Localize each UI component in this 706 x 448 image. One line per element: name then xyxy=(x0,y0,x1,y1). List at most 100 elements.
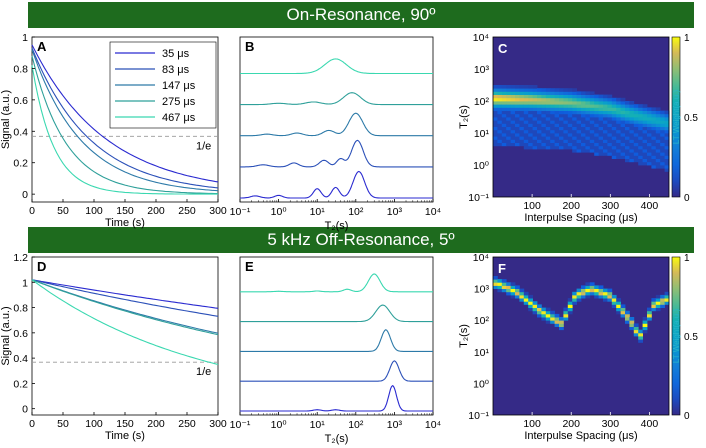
heatmap-cell xyxy=(510,113,516,118)
heatmap-cell xyxy=(554,123,560,127)
x-axis-label: Interpulse Spacing (μs) xyxy=(524,212,637,224)
heatmap-cell xyxy=(638,136,643,140)
heatmap-cell xyxy=(559,142,564,147)
heatmap-cell xyxy=(589,104,595,108)
heatmap-cell xyxy=(625,136,630,140)
heatmap-cell xyxy=(638,126,643,131)
heatmap-cell xyxy=(537,91,542,95)
heatmap-cell xyxy=(638,104,643,108)
heatmap-cell xyxy=(545,145,551,150)
heatmap-cell xyxy=(537,142,542,147)
x-tick-label: 10² xyxy=(348,419,364,431)
heatmap-cell xyxy=(532,88,538,92)
heatmap-cell xyxy=(515,129,520,134)
x-axis-label: Time (s) xyxy=(105,430,145,442)
heatmap-cell xyxy=(647,145,652,150)
y-tick-label: 10³ xyxy=(474,64,490,76)
heatmap-cell xyxy=(647,113,652,118)
panel-letter: C xyxy=(498,41,508,56)
heatmap-cell xyxy=(545,113,551,118)
x-tick-label: 50 xyxy=(57,205,69,217)
heatmap-cell xyxy=(603,152,608,156)
heatmap-cell xyxy=(515,85,520,89)
heatmap-cell xyxy=(655,149,661,153)
heatmap-cell xyxy=(497,288,503,293)
heatmap-cell xyxy=(594,149,599,153)
heatmap-cell xyxy=(616,298,621,302)
heatmap-cell xyxy=(611,129,617,134)
heatmap-cell xyxy=(567,88,573,92)
heatmap-cell xyxy=(581,149,586,153)
heatmap-cell xyxy=(642,323,648,327)
heatmap-cell xyxy=(625,110,630,115)
plot-frame xyxy=(492,36,670,198)
heatmap-cell xyxy=(594,145,599,150)
heatmap-cell xyxy=(655,158,661,163)
heatmap-cell xyxy=(510,129,516,134)
heatmap-cell xyxy=(497,120,503,124)
heatmap-cell xyxy=(638,149,643,153)
heatmap-cell xyxy=(567,129,573,134)
heatmap-cell xyxy=(647,107,652,111)
heatmap-cell xyxy=(638,332,643,337)
heatmap-cell xyxy=(515,123,520,127)
heatmap-cell xyxy=(510,88,516,92)
heatmap-cell xyxy=(576,139,582,143)
heatmap-cell xyxy=(532,126,538,131)
heatmap-cell xyxy=(642,158,648,163)
heatmap-cell xyxy=(651,142,657,147)
heatmap-cell xyxy=(620,126,626,131)
heatmap-cell xyxy=(523,123,529,127)
heatmap-cell xyxy=(528,142,533,147)
heatmap-cell xyxy=(567,123,573,127)
heatmap-cell xyxy=(651,149,657,153)
x-tick-label: 10⁻¹ xyxy=(230,419,251,431)
heatmap-cell xyxy=(629,326,635,331)
heatmap-cell xyxy=(563,133,569,137)
heatmap-cell xyxy=(607,294,613,299)
heatmap-cell xyxy=(655,145,661,150)
heatmap-cell xyxy=(638,142,643,147)
heatmap-cell xyxy=(585,139,591,143)
heatmap-cell xyxy=(633,332,639,337)
heatmap-cell xyxy=(563,142,569,147)
heatmap-cell xyxy=(537,129,542,134)
heatmap-cell xyxy=(567,307,573,312)
x-tick-label: 10⁴ xyxy=(425,206,441,218)
heatmap-cell xyxy=(523,133,529,137)
heatmap-cell xyxy=(537,313,542,318)
x-tick-label: 10² xyxy=(348,206,364,218)
heatmap-cell xyxy=(493,142,498,147)
heatmap-cell xyxy=(616,304,621,308)
heatmap-cell xyxy=(523,117,529,121)
heatmap-cell xyxy=(515,104,520,108)
heatmap-cell xyxy=(633,142,639,147)
heatmap-cell xyxy=(559,120,564,124)
heatmap-cell xyxy=(541,104,547,108)
heatmap-cell xyxy=(501,110,507,115)
x-tick-label: 0 xyxy=(29,418,35,430)
panel-D: 1/e 0 50 100 150 200 250 300 0 0.2 0.4 0.6 0.8 1 1.2 Ti… xyxy=(0,252,227,442)
heatmap-cell xyxy=(660,304,665,308)
heatmap-cell xyxy=(647,117,652,121)
heatmap-cell xyxy=(523,91,529,95)
heatmap-cell xyxy=(550,110,555,115)
heatmap-cell xyxy=(598,145,604,150)
heatmap-cell xyxy=(532,129,538,134)
heatmap-cell xyxy=(493,110,498,115)
heatmap-cell xyxy=(664,142,670,147)
heatmap-cell xyxy=(638,129,643,134)
panel-letter: A xyxy=(37,39,47,54)
heatmap-cell xyxy=(620,120,626,124)
heatmap-cell xyxy=(515,97,520,102)
series-line-0 xyxy=(31,279,219,309)
heatmap-cell xyxy=(616,123,621,127)
x-tick-label: 10³ xyxy=(387,206,403,218)
x-tick-label: 10⁰ xyxy=(271,419,288,431)
heatmap-cell xyxy=(629,155,635,159)
heatmap-cell xyxy=(660,133,665,137)
heatmap-cell xyxy=(581,129,586,134)
heatmap-cell xyxy=(559,136,564,140)
heatmap-cell xyxy=(523,97,529,102)
x-tick-label: 10¹ xyxy=(310,206,326,218)
